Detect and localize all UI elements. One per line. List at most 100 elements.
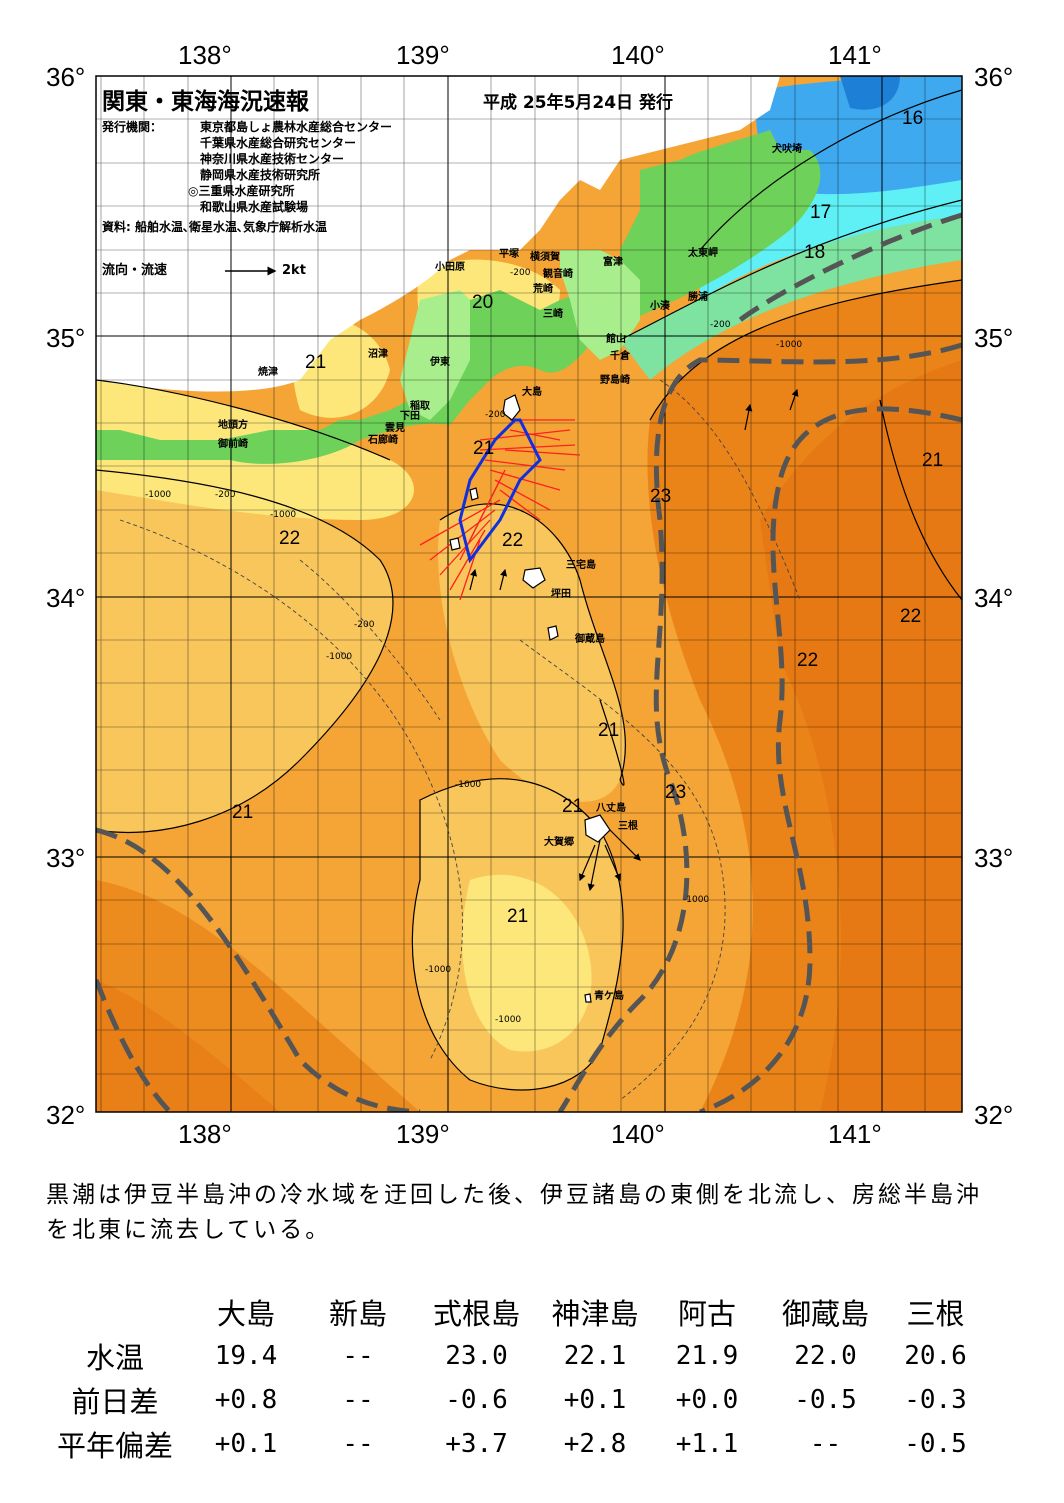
column-header: 神津島 xyxy=(551,1297,639,1331)
water-temperature-table: 大島 新島 式根島 神津島 阿古 御蔵島 三根 水温 19.4 -- 23.0 … xyxy=(40,1290,983,1466)
lat-label-right: 35° xyxy=(974,323,1014,353)
depth-label: -1000 xyxy=(326,652,353,662)
issuer-name: 東京都島しょ農林水産総合センター xyxy=(200,120,393,134)
lon-label-bottom: 141° xyxy=(828,1119,882,1149)
place-label: 大賀郷 xyxy=(544,837,574,848)
isotherm-label: 16 xyxy=(902,108,924,129)
mikura-island xyxy=(547,625,559,641)
place-label: 沼津 xyxy=(368,349,388,360)
table-cell: +0.8 xyxy=(214,1385,278,1415)
place-label: 坪田 xyxy=(551,589,571,600)
niijima-island xyxy=(469,487,479,501)
cool-region-izu xyxy=(438,503,626,802)
place-label: 千倉 xyxy=(610,351,630,362)
isotherm-label: 21 xyxy=(562,796,584,817)
lat-label-right: 33° xyxy=(974,843,1014,873)
table-cell: +0.1 xyxy=(563,1385,627,1415)
warm-southwest-2 xyxy=(96,880,420,1112)
data-source: 資料: 船舶水温､衛星水温､気象庁解析水温 xyxy=(102,220,327,234)
lat-label-left: 32° xyxy=(46,1100,86,1130)
cold-blue-core xyxy=(840,76,900,110)
lat-label-right: 36° xyxy=(974,62,1014,92)
lat-label-left: 33° xyxy=(46,843,86,873)
kozu-island xyxy=(449,537,461,551)
lat-label-left: 34° xyxy=(46,583,86,613)
table-cell: +2.8 xyxy=(563,1429,627,1459)
column-header: 式根島 xyxy=(432,1297,520,1331)
isotherm-label: 22 xyxy=(502,530,524,551)
sea-temperature-map xyxy=(95,75,963,1113)
place-label: 勝浦 xyxy=(688,292,708,303)
table-cell: 22.0 xyxy=(794,1341,857,1371)
table-cell: -- xyxy=(342,1429,374,1459)
table-row: 平年偏差 +0.1 -- +3.7 +2.8 +1.1 -- -0.5 xyxy=(40,1422,983,1466)
lon-label-top: 141° xyxy=(828,40,882,70)
depth-label: -1000 xyxy=(455,780,482,790)
oshima-island xyxy=(502,394,521,421)
place-label: 御前崎 xyxy=(218,439,248,450)
issuer-name: ◎三重県水産研究所 xyxy=(188,184,295,198)
place-label: 館山 xyxy=(606,334,626,345)
issuer-label: 発行機関： xyxy=(102,120,163,134)
depth-contours xyxy=(119,379,801,1101)
place-label: 八丈島 xyxy=(596,803,626,814)
isotherm-label: 21 xyxy=(507,906,529,927)
issuer-name: 静岡県水産技術研究所 xyxy=(200,168,321,182)
table-cell: -0.6 xyxy=(445,1385,508,1415)
place-label: 太東岬 xyxy=(688,248,718,259)
place-label: 雲見 xyxy=(385,423,405,434)
isotherm-label: 20 xyxy=(472,292,494,313)
current-arrows-black xyxy=(469,388,799,892)
column-header: 御蔵島 xyxy=(781,1297,869,1331)
depth-label: -1000 xyxy=(683,895,710,905)
place-label: 犬吠埼 xyxy=(772,144,802,155)
map-title: 関東・東海海況速報 xyxy=(102,89,309,115)
place-label: 大島 xyxy=(522,387,542,398)
depth-label: -200 xyxy=(354,620,375,630)
place-label: 平塚 xyxy=(499,249,519,260)
row-label: 水温 xyxy=(85,1341,144,1375)
table-cell: -- xyxy=(342,1385,374,1415)
cold-green-band xyxy=(620,200,962,380)
table-row: 前日差 +0.8 -- -0.6 +0.1 +0.0 -0.5 -0.3 xyxy=(40,1378,983,1422)
land-north xyxy=(96,76,780,392)
table-cell: +0.0 xyxy=(675,1385,739,1415)
isotherm-label: 21 xyxy=(305,352,327,373)
isotherm-label: 17 xyxy=(810,202,832,223)
depth-label: -1000 xyxy=(270,510,297,520)
table-header-row: 大島 新島 式根島 神津島 阿古 御蔵島 三根 xyxy=(40,1290,983,1334)
table-cell: 19.4 xyxy=(214,1341,278,1371)
place-label: 三崎 xyxy=(543,309,563,320)
table-cell: +3.7 xyxy=(445,1429,508,1459)
flow-scale: 2kt xyxy=(282,263,306,278)
land-izu xyxy=(400,290,470,420)
table-cell: +1.1 xyxy=(675,1429,739,1459)
column-header: 新島 xyxy=(328,1297,387,1331)
table-cell: -0.3 xyxy=(904,1385,967,1415)
isotherm-label: 22 xyxy=(279,528,301,549)
place-label: 小田原 xyxy=(435,262,465,273)
depth-label: -1000 xyxy=(425,965,452,975)
row-label: 前日差 xyxy=(71,1385,159,1419)
hachijo-island xyxy=(584,814,611,843)
flow-label: 流向・流速 xyxy=(102,263,168,278)
place-label: 三根 xyxy=(618,821,638,832)
table-cell: 23.0 xyxy=(445,1341,508,1371)
islands xyxy=(449,394,611,1003)
isotherm-label: 18 xyxy=(804,242,826,263)
place-label: 伊東 xyxy=(430,357,450,368)
map-frame xyxy=(95,75,963,1113)
column-header: 三根 xyxy=(906,1297,965,1331)
yellow-area-south xyxy=(462,874,592,1052)
place-label: 小湊 xyxy=(650,301,670,312)
column-header: 阿古 xyxy=(677,1297,736,1331)
kuroshio-axis xyxy=(96,212,962,1112)
table-cell: +0.1 xyxy=(214,1429,278,1459)
place-label: 横須賀 xyxy=(530,252,560,263)
isotherm-label: 21 xyxy=(473,438,495,459)
depth-label: -200 xyxy=(215,490,236,500)
isotherm-label: 21 xyxy=(922,450,944,471)
table-cell: -0.5 xyxy=(904,1429,967,1459)
warm-band-east xyxy=(760,360,962,1112)
lat-label-left: 36° xyxy=(46,62,86,92)
